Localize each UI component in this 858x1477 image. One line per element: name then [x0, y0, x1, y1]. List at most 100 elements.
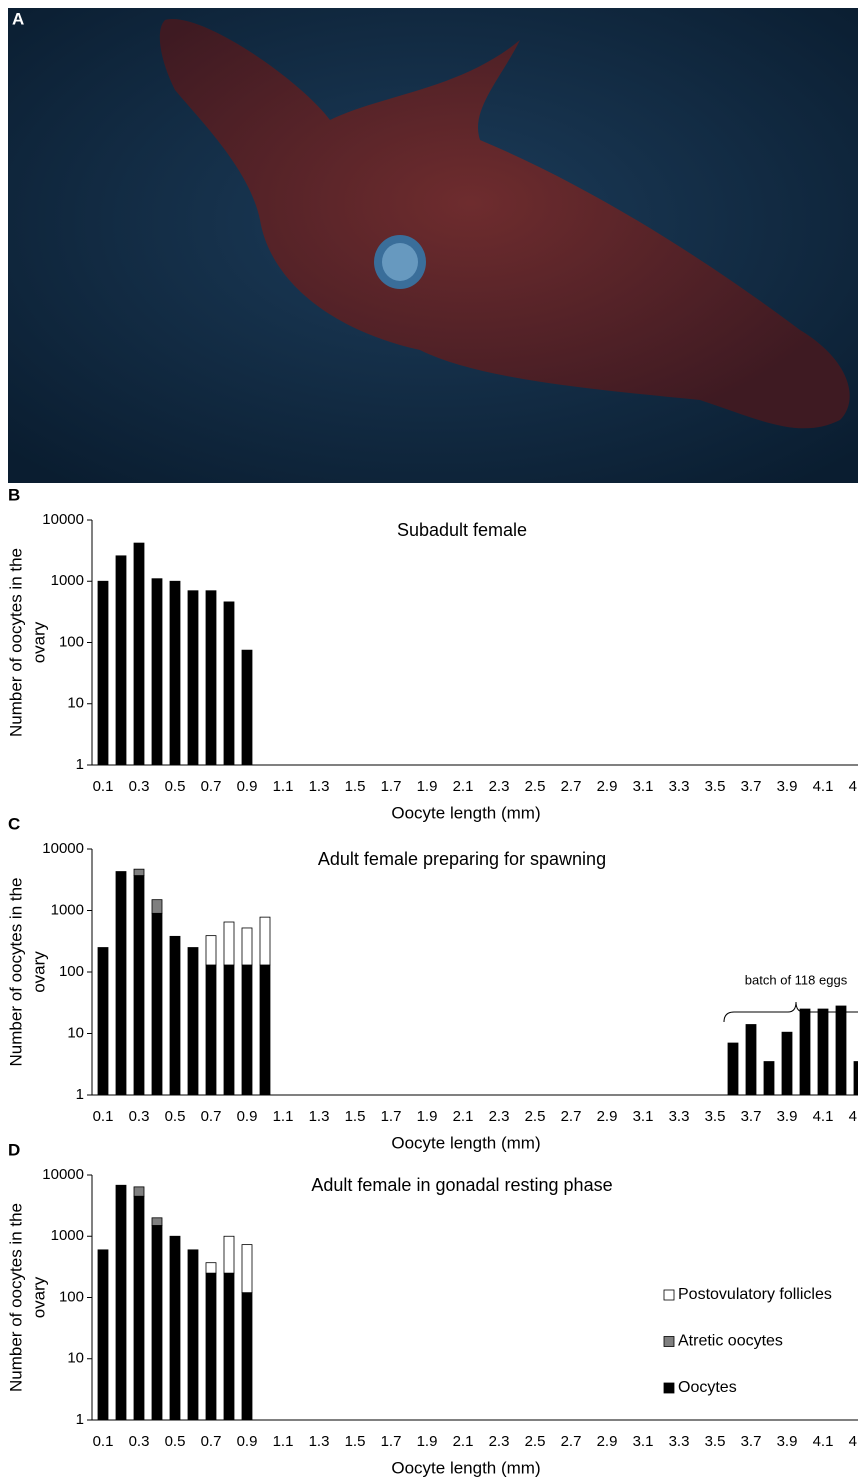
y-tick-label: 100: [59, 1288, 84, 1305]
x-tick-label: 4.1: [813, 1433, 834, 1450]
y-tick-label: 1000: [51, 572, 84, 589]
x-tick-label: 2.7: [561, 1433, 582, 1450]
bar: [134, 869, 144, 875]
legend-swatch: [664, 1337, 674, 1347]
bar: [224, 965, 234, 1095]
x-tick-label: 1.3: [309, 778, 330, 795]
x-tick-label: 2.3: [489, 1108, 510, 1125]
x-tick-label: 0.9: [237, 1108, 258, 1125]
x-tick-label: 2.7: [561, 778, 582, 795]
y-tick-label: 1000: [51, 901, 84, 918]
x-tick-label: 2.5: [525, 778, 546, 795]
bar: [260, 917, 270, 965]
x-tick-label: 3.3: [669, 1108, 690, 1125]
y-axis-label: ovary: [29, 1276, 48, 1318]
x-tick-label: 2.1: [453, 1433, 474, 1450]
chart-title: Adult female preparing for spawning: [318, 849, 606, 869]
bar: [854, 1062, 858, 1095]
y-tick-label: 10: [67, 695, 84, 712]
x-tick-label: 3.5: [705, 778, 726, 795]
legend-label: Oocytes: [678, 1379, 737, 1396]
x-tick-label: 1.9: [417, 1108, 438, 1125]
x-tick-label: 1.7: [381, 1433, 402, 1450]
x-tick-label: 3.1: [633, 1108, 654, 1125]
x-tick-label: 4.3: [849, 778, 858, 795]
x-tick-label: 2.3: [489, 778, 510, 795]
bar: [242, 965, 252, 1095]
panel-label: C: [8, 814, 20, 833]
x-tick-label: 0.3: [129, 1108, 150, 1125]
x-tick-label: 3.5: [705, 1108, 726, 1125]
bar: [116, 872, 126, 1095]
x-tick-label: 0.1: [93, 1108, 114, 1125]
y-tick-label: 10000: [42, 511, 84, 528]
x-tick-label: 0.9: [237, 778, 258, 795]
y-axis-label: Number of oocytes in the: [6, 1203, 25, 1392]
y-tick-label: 10000: [42, 1166, 84, 1183]
panel-label: B: [8, 485, 20, 504]
bar: [116, 556, 126, 765]
y-tick-label: 10: [67, 1024, 84, 1041]
bar: [134, 1196, 144, 1420]
y-tick-label: 100: [59, 963, 84, 980]
x-tick-label: 3.1: [633, 778, 654, 795]
bar: [134, 1187, 144, 1196]
bar: [800, 1009, 810, 1095]
x-tick-label: 0.9: [237, 1433, 258, 1450]
x-tick-label: 3.7: [741, 1108, 762, 1125]
bar: [242, 1293, 252, 1420]
x-tick-label: 1.9: [417, 778, 438, 795]
legend-label: Postovulatory follicles: [678, 1286, 832, 1303]
x-tick-label: 3.7: [741, 1433, 762, 1450]
y-axis-label: Number of oocytes in the: [6, 878, 25, 1067]
x-tick-label: 3.9: [777, 1108, 798, 1125]
x-tick-label: 0.3: [129, 1433, 150, 1450]
bar: [818, 1009, 828, 1095]
figure: A BSubadult female110100100010000Number …: [0, 0, 858, 1477]
x-tick-label: 0.3: [129, 778, 150, 795]
legend-swatch: [664, 1383, 674, 1393]
bar: [782, 1032, 792, 1095]
x-tick-label: 0.5: [165, 778, 186, 795]
bar: [206, 1273, 216, 1420]
bar: [242, 1245, 252, 1293]
x-tick-label: 4.3: [849, 1108, 858, 1125]
bar: [260, 965, 270, 1095]
x-tick-label: 1.7: [381, 1108, 402, 1125]
annotation: batch of 118 eggs: [745, 972, 848, 987]
bar: [242, 928, 252, 965]
y-axis-label: ovary: [29, 621, 48, 663]
bar: [170, 1236, 180, 1420]
panel-label: D: [8, 1140, 20, 1159]
x-tick-label: 0.7: [201, 1433, 222, 1450]
x-tick-label: 0.1: [93, 778, 114, 795]
bar: [170, 936, 180, 1095]
bar: [728, 1043, 738, 1095]
bar: [188, 1250, 198, 1420]
y-tick-label: 10: [67, 1350, 84, 1367]
squid-eye-lens: [382, 243, 418, 281]
x-axis-label: Oocyte length (mm): [391, 1133, 540, 1152]
bar: [206, 936, 216, 965]
bar: [206, 1263, 216, 1273]
x-tick-label: 0.5: [165, 1108, 186, 1125]
chart-title: Adult female in gonadal resting phase: [311, 1175, 612, 1195]
y-tick-label: 1: [76, 1411, 84, 1428]
y-tick-label: 100: [59, 633, 84, 650]
bar: [152, 913, 162, 1095]
x-tick-label: 4.1: [813, 778, 834, 795]
y-tick-label: 1000: [51, 1227, 84, 1244]
x-axis-label: Oocyte length (mm): [391, 1458, 540, 1477]
x-tick-label: 1.3: [309, 1433, 330, 1450]
x-tick-label: 3.9: [777, 778, 798, 795]
bar: [152, 579, 162, 765]
x-tick-label: 1.1: [273, 778, 294, 795]
bar: [224, 1273, 234, 1420]
bar: [188, 948, 198, 1095]
x-tick-label: 1.1: [273, 1108, 294, 1125]
x-tick-label: 1.5: [345, 1433, 366, 1450]
x-tick-label: 1.5: [345, 778, 366, 795]
x-tick-label: 0.7: [201, 778, 222, 795]
bar: [764, 1062, 774, 1095]
y-tick-label: 10000: [42, 840, 84, 857]
